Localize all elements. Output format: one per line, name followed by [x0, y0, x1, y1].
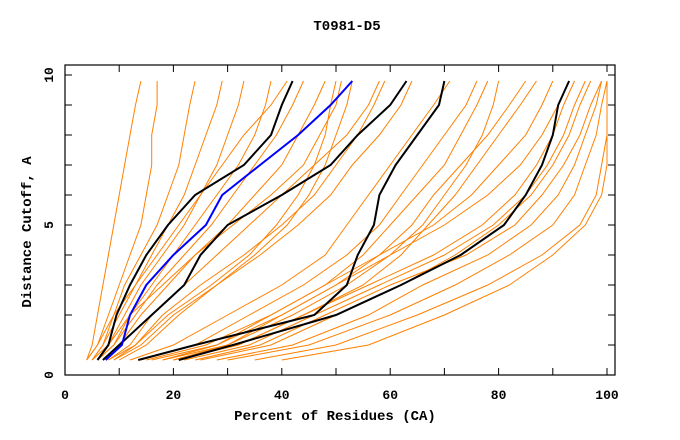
x-axis-label: Percent of Residues (CA) — [234, 409, 436, 425]
x-tick-label: 80 — [491, 388, 507, 403]
x-tick-label: 60 — [382, 388, 398, 403]
series-other-26 — [227, 80, 608, 361]
series-lines — [86, 80, 608, 361]
series-highlight-0 — [96, 80, 294, 361]
plot-frame — [64, 64, 616, 376]
series-other-11 — [118, 80, 413, 361]
series-other-17 — [146, 80, 489, 361]
series-other-9 — [108, 80, 380, 361]
series-other-15 — [129, 80, 451, 361]
y-tick-label: 10 — [42, 67, 57, 83]
series-other-27 — [173, 80, 570, 361]
series-other-10 — [113, 80, 386, 361]
x-tick-label: 100 — [595, 388, 619, 403]
series-other-13 — [113, 80, 353, 361]
series-other-2 — [91, 80, 196, 361]
chart-title: T0981-D5 — [313, 19, 380, 35]
series-other-18 — [162, 80, 500, 361]
series-other-21 — [173, 80, 575, 361]
axis-ticks — [64, 65, 615, 376]
series-other-8 — [97, 80, 342, 361]
y-tick-label: 5 — [42, 221, 57, 229]
series-other-12 — [86, 80, 288, 361]
series-other-14 — [108, 80, 337, 361]
x-tick-label: 40 — [274, 388, 290, 403]
x-tick-label: 20 — [166, 388, 182, 403]
series-other-24 — [194, 80, 603, 361]
series-other-0 — [86, 80, 142, 361]
y-tick-labels: 0 5 10 — [42, 67, 57, 379]
series-highlight-1 — [102, 80, 408, 361]
y-tick-label: 0 — [42, 371, 57, 379]
series-other-22 — [184, 80, 586, 361]
series-selected-0 — [105, 80, 354, 361]
x-tick-label: 0 — [61, 388, 69, 403]
y-axis-label: Distance Cutoff, A — [20, 156, 36, 308]
series-other-23 — [200, 80, 592, 361]
series-highlight-2 — [137, 80, 446, 361]
series-other-4 — [97, 80, 245, 361]
x-tick-labels: 0 20 40 60 80 100 — [61, 388, 619, 403]
series-other-19 — [151, 80, 527, 361]
series-other-1 — [86, 81, 158, 361]
series-other-29 — [281, 81, 608, 361]
series-other-5 — [91, 80, 272, 361]
series-other-20 — [173, 80, 537, 361]
series-highlight-3 — [178, 80, 571, 361]
series-other-30 — [162, 80, 554, 361]
series-other-16 — [140, 80, 478, 361]
series-other-25 — [216, 80, 603, 361]
